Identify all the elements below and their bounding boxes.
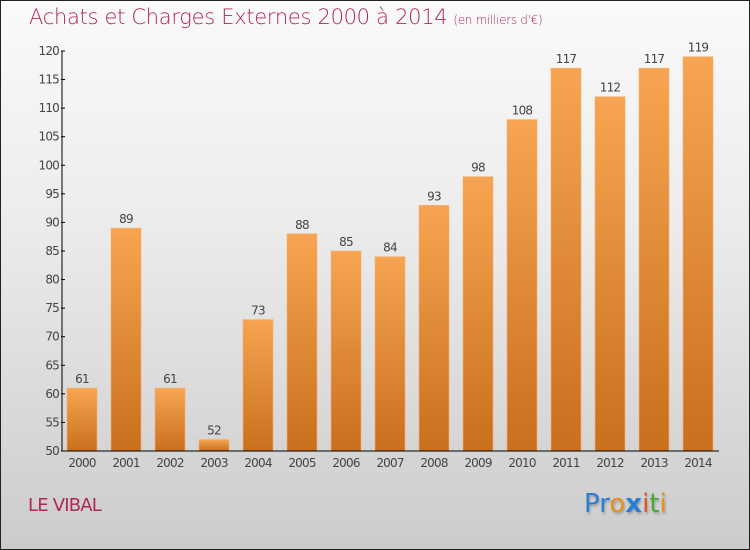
y-tick-label-100: 100 [38,158,59,172]
y-tick-label-95: 95 [45,187,59,201]
value-label-2013: 117 [644,52,665,66]
commune-name: LE VIBAL [28,495,102,516]
logo-letter: x [625,489,643,519]
y-tick-label-120: 120 [38,44,59,58]
axes-group: 2000 2001 2002 2003 2004 2005 2006 2007 2008 2009… [38,44,719,470]
chart-title: Achats et Charges Externes 2000 à 2014 (e… [29,5,543,29]
bar-2006 [330,250,362,452]
bars-group: 61 89 61 52 73 88 85 84 93 98 108 117 112 117 119 [66,41,714,452]
title-unit: (en milliers d'€) [453,13,543,27]
bar-2011 [550,67,582,452]
x-tick-label-2011: 2011 [552,456,580,470]
y-tick-label-105: 105 [38,130,59,144]
value-label-2008: 93 [427,189,441,203]
logo-letter: o [609,489,626,519]
value-label-2014: 119 [688,41,709,55]
x-tick-label-2007: 2007 [376,456,404,470]
value-label-2005: 88 [295,218,309,232]
bar-2013 [638,67,670,452]
x-tick-label-2013: 2013 [640,456,668,470]
x-tick-label-2005: 2005 [288,456,316,470]
bar-2000 [66,387,98,452]
logo-letter: t [649,489,660,519]
x-tick-label-2014: 2014 [684,456,712,470]
logo-letter: i [642,489,650,519]
y-tick-label-115: 115 [38,73,59,87]
value-label-2000: 61 [75,372,89,386]
y-tick-label-80: 80 [45,273,59,287]
value-label-2001: 89 [119,212,133,226]
logo-letter: i [659,489,667,519]
bar-2005 [286,233,318,452]
x-tick-label-2006: 2006 [332,456,360,470]
value-label-2011: 117 [556,52,577,66]
bar-2009 [462,176,494,452]
bar-2004 [242,319,274,452]
x-tick-label-2000: 2000 [68,456,96,470]
y-tick-label-85: 85 [45,244,59,258]
value-label-2012: 112 [600,81,621,95]
bar-2012 [594,96,626,452]
bar-2003 [198,439,230,452]
value-label-2004: 73 [251,304,265,318]
x-tick-label-2009: 2009 [464,456,492,470]
y-tick-label-90: 90 [45,215,59,229]
logo-letter: P [584,489,600,519]
y-tick-label-75: 75 [45,301,59,315]
x-tick-label-2001: 2001 [112,456,140,470]
x-tick-label-2010: 2010 [508,456,536,470]
title-text: Achats et Charges Externes 2000 à 2014 [29,5,448,29]
y-tick-label-70: 70 [45,330,59,344]
value-label-2003: 52 [207,424,221,438]
x-tick-label-2012: 2012 [596,456,624,470]
x-tick-label-2003: 2003 [200,456,228,470]
value-label-2007: 84 [383,241,397,255]
y-tick-label-55: 55 [45,415,59,429]
bar-2007 [374,256,406,452]
y-tick-label-50: 50 [45,444,59,458]
proxiti-logo[interactable]: Proxiti [584,489,667,519]
logo-letter: r [599,489,610,519]
bar-2014 [682,56,714,452]
y-tick-label-110: 110 [38,101,59,115]
x-tick-label-2002: 2002 [156,456,184,470]
value-label-2006: 85 [339,235,353,249]
x-tick-label-2008: 2008 [420,456,448,470]
value-label-2002: 61 [163,372,177,386]
y-tick-label-60: 60 [45,387,59,401]
x-tick-label-2004: 2004 [244,456,272,470]
y-tick-label-65: 65 [45,358,59,372]
bar-2010 [506,119,538,452]
value-label-2009: 98 [471,161,485,175]
bar-2008 [418,204,450,452]
bar-2002 [154,387,186,452]
value-label-2010: 108 [512,104,533,118]
bar-2001 [110,227,142,452]
